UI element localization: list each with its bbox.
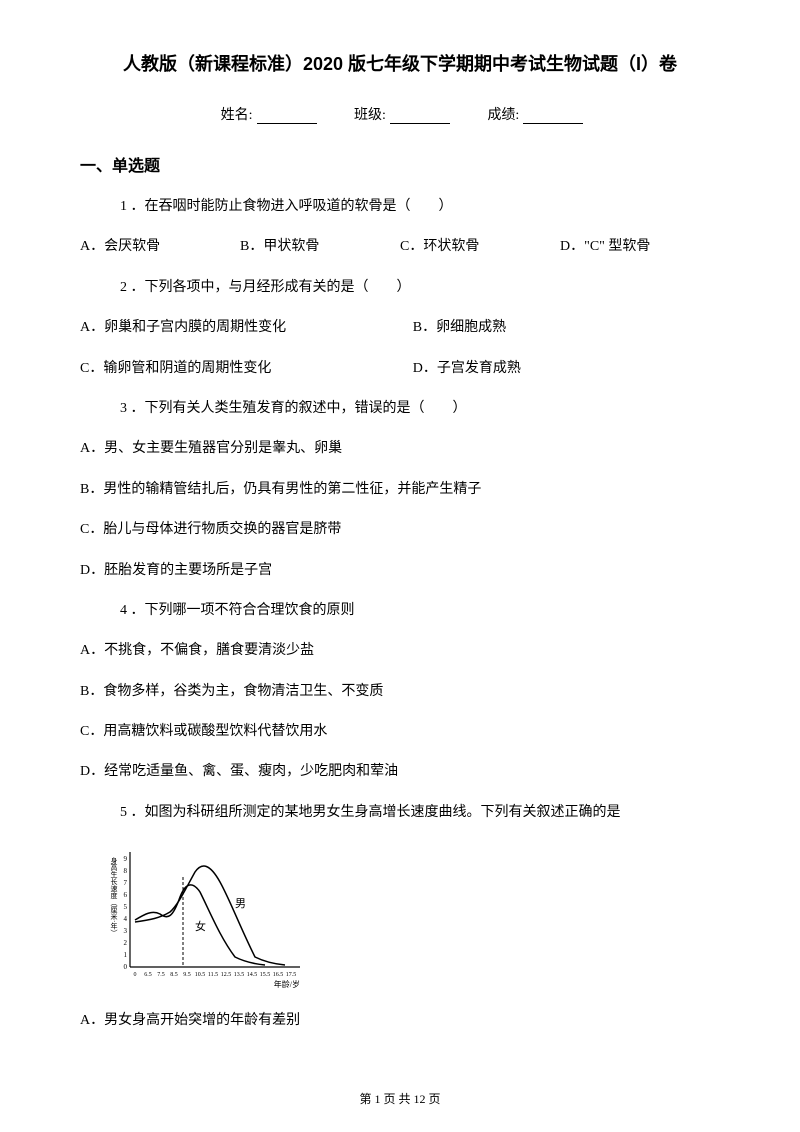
score-label: 成绩:	[487, 108, 519, 123]
svg-text:13.5: 13.5	[234, 972, 245, 978]
info-line: 姓名: 班级: 成绩:	[80, 104, 720, 124]
q1-opt-d: D．"C" 型软骨	[560, 236, 720, 258]
svg-text:1: 1	[124, 951, 128, 959]
svg-text:0: 0	[124, 963, 128, 971]
svg-text:15.5: 15.5	[260, 972, 271, 978]
q1-opt-b: B．甲状软骨	[240, 236, 400, 258]
q2-opt-b: B．卵细胞成熟	[413, 317, 720, 339]
y-label: 身高生长速度（厘米·年）	[110, 856, 118, 936]
section-title: 一、单选题	[80, 152, 720, 176]
x-label: 年龄/岁	[274, 979, 300, 989]
q2-options-row2: C．输卵管和阴道的周期性变化 D．子宫发育成熟	[80, 358, 720, 380]
svg-text:6.5: 6.5	[144, 972, 152, 978]
svg-text:10.5: 10.5	[195, 972, 206, 978]
score-blank[interactable]	[523, 110, 583, 124]
q3-opt-c: C．胎儿与母体进行物质交换的器官是脐带	[80, 519, 720, 541]
q5-opt-a: A．男女身高开始突增的年龄有差别	[80, 1010, 720, 1032]
name-blank[interactable]	[257, 110, 317, 124]
x-ticks: 0 6.5 7.5 8.5 9.5 10.5 11.512.513.5 14.515.5…	[134, 972, 297, 978]
growth-chart: 0 1 2 3 4 5 6 7 8 9 0 6.5 7.5 8.5 9.5 10.5 11.512.…	[100, 842, 320, 992]
name-label: 姓名:	[221, 108, 253, 123]
svg-text:0: 0	[134, 972, 137, 978]
svg-text:7.5: 7.5	[157, 972, 165, 978]
q2-opt-a: A．卵巢和子宫内膜的周期性变化	[80, 317, 413, 339]
class-label: 班级:	[354, 108, 386, 123]
q1-opt-a: A．会厌软骨	[80, 236, 240, 258]
q1-options: A．会厌软骨 B．甲状软骨 C．环状软骨 D．"C" 型软骨	[80, 236, 720, 258]
svg-text:6: 6	[124, 891, 128, 899]
svg-text:11.5: 11.5	[208, 972, 218, 978]
class-blank[interactable]	[390, 110, 450, 124]
male-curve	[135, 866, 285, 965]
svg-text:14.5: 14.5	[247, 972, 258, 978]
exam-title: 人教版（新课程标准）2020 版七年级下学期期中考试生物试题（I）卷	[80, 50, 720, 76]
svg-text:16.5: 16.5	[273, 972, 284, 978]
q5-text: 5 ．如图为科研组所测定的某地男女生身高增长速度曲线。下列有关叙述正确的是	[80, 802, 720, 824]
q4-opt-a: A．不挑食，不偏食，膳食要清淡少盐	[80, 640, 720, 662]
female-label: 女	[195, 919, 206, 933]
svg-text:17.5: 17.5	[286, 972, 297, 978]
q1-text: 1 ．在吞咽时能防止食物进入呼吸道的软骨是（ ）	[80, 196, 720, 218]
svg-text:12.5: 12.5	[221, 972, 232, 978]
male-label: 男	[235, 898, 246, 910]
svg-text:5: 5	[124, 903, 128, 911]
svg-text:7: 7	[124, 879, 128, 887]
q3-opt-d: D．胚胎发育的主要场所是子宫	[80, 560, 720, 582]
q4-text: 4 ．下列哪一项不符合合理饮食的原则	[80, 600, 720, 622]
q2-options-row1: A．卵巢和子宫内膜的周期性变化 B．卵细胞成熟	[80, 317, 720, 339]
q1-opt-c: C．环状软骨	[400, 236, 560, 258]
svg-text:4: 4	[124, 915, 128, 923]
q3-text: 3 ．下列有关人类生殖发育的叙述中，错误的是（ ）	[80, 398, 720, 420]
page-footer: 第 1 页 共 12 页	[0, 1090, 800, 1107]
q2-opt-d: D．子宫发育成熟	[413, 358, 720, 380]
svg-text:8: 8	[124, 867, 128, 875]
q2-opt-c: C．输卵管和阴道的周期性变化	[80, 358, 413, 380]
q3-opt-a: A．男、女主要生殖器官分别是睾丸、卵巢	[80, 438, 720, 460]
q4-opt-c: C．用高糖饮料或碳酸型饮料代替饮用水	[80, 721, 720, 743]
y-ticks: 0 1 2 3 4 5 6 7 8 9	[124, 855, 128, 971]
q4-opt-d: D．经常吃适量鱼、禽、蛋、瘦肉，少吃肥肉和荤油	[80, 761, 720, 783]
svg-text:8.5: 8.5	[170, 972, 178, 978]
q4-opt-b: B．食物多样，谷类为主，食物清洁卫生、不变质	[80, 681, 720, 703]
svg-text:3: 3	[124, 927, 128, 935]
q2-text: 2 ．下列各项中，与月经形成有关的是（ ）	[80, 277, 720, 299]
svg-text:9.5: 9.5	[183, 972, 191, 978]
q3-opt-b: B．男性的输精管结扎后，仍具有男性的第二性征，并能产生精子	[80, 479, 720, 501]
svg-text:2: 2	[124, 939, 128, 947]
svg-text:9: 9	[124, 855, 128, 863]
